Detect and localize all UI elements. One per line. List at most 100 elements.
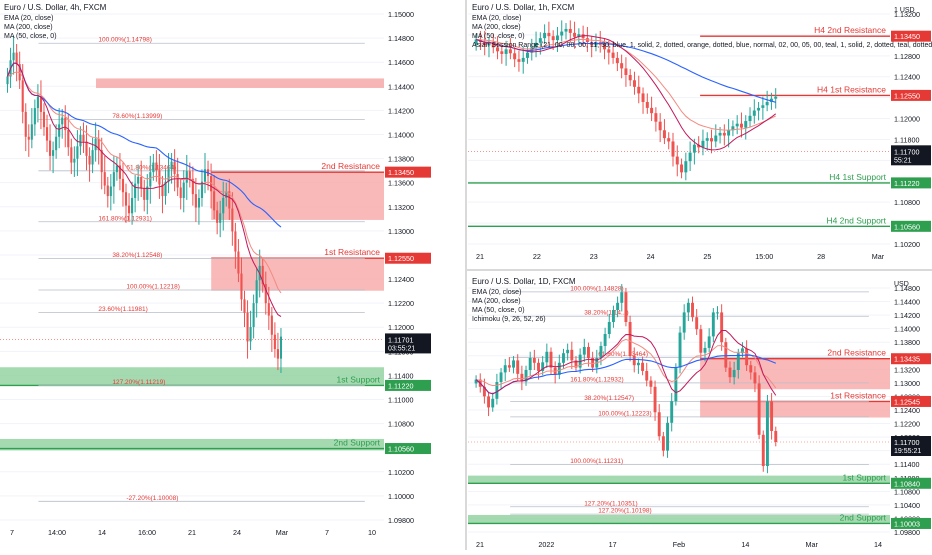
- candle-body: [741, 348, 744, 354]
- candle-body: [213, 191, 216, 211]
- candle-body: [769, 98, 773, 102]
- candle-body: [748, 115, 752, 122]
- candle-body: [577, 34, 581, 37]
- y-tick-label: 1.10200: [388, 468, 414, 477]
- candle-body: [112, 172, 115, 187]
- y-tick-label: 1.10400: [894, 501, 920, 510]
- candle-body: [152, 162, 155, 173]
- candle-body: [620, 292, 624, 303]
- candle-body: [537, 362, 540, 371]
- y-tick-label: 1.12000: [388, 323, 414, 332]
- candle-body: [667, 138, 671, 142]
- candle-body: [587, 346, 590, 358]
- candle-body: [222, 197, 225, 214]
- candle-body: [562, 353, 565, 363]
- candle-body: [632, 80, 636, 87]
- candle-body: [718, 132, 722, 136]
- candle-body: [146, 186, 149, 200]
- candle-body: [674, 367, 678, 402]
- candle-body: [124, 192, 128, 206]
- price-tag-bg: [891, 477, 931, 489]
- candle-body: [30, 124, 33, 140]
- y-tick-label: 1.13600: [388, 179, 414, 188]
- candle-body: [252, 303, 255, 328]
- candle-body: [106, 185, 109, 197]
- fib-label: 38.20%(1.14...): [584, 310, 628, 317]
- candle-body: [720, 312, 724, 343]
- candle-body: [143, 188, 146, 200]
- candle-body: [765, 101, 769, 106]
- candle-body: [736, 353, 740, 370]
- y-tick-label: 1.09800: [894, 528, 920, 537]
- candle-body: [761, 434, 765, 466]
- x-tick-label: 2022: [538, 540, 554, 549]
- x-tick-label: Mar: [872, 252, 885, 261]
- candle-body: [33, 108, 36, 125]
- indicator-label: MA (50, close, 0): [472, 33, 525, 40]
- candle-body: [45, 127, 49, 141]
- price-tag: 1.10840: [894, 479, 920, 488]
- x-tick-label: Mar: [276, 528, 289, 537]
- candle-body: [549, 351, 553, 368]
- candle-body: [670, 401, 674, 423]
- x-tick-label: 24: [647, 252, 655, 261]
- candle-body: [528, 358, 532, 370]
- candle-body: [607, 322, 611, 334]
- level-label: 1st Resistance: [324, 247, 380, 257]
- level-zone: [468, 475, 890, 484]
- panel-h4: 1.15000 1.14800 1.14600 1.14400 1.14200 1.140…: [0, 3, 431, 537]
- x-tick-label: 24: [233, 528, 241, 537]
- candle-body: [570, 349, 574, 361]
- candle-body: [279, 336, 283, 359]
- y-tick-label: 1.14200: [894, 311, 920, 320]
- level-label: 2nd Resistance: [827, 348, 886, 358]
- candle-body: [735, 123, 739, 127]
- candle-body: [210, 175, 213, 192]
- y-tick-label: 1.12200: [894, 420, 920, 429]
- candle-body: [566, 349, 570, 354]
- candle-body: [603, 334, 607, 346]
- candle-body: [573, 32, 577, 37]
- y-tick-label: 1.12200: [388, 299, 414, 308]
- candle-body: [632, 355, 636, 366]
- candle-body: [219, 213, 222, 223]
- x-tick-label: 14: [98, 528, 106, 537]
- candle-body: [18, 64, 21, 81]
- price-tag-bg: [891, 177, 931, 189]
- y-tick-label: 1.10800: [894, 198, 920, 207]
- candle-body: [508, 49, 512, 54]
- y-tick-label: 1.10800: [894, 487, 920, 496]
- indicator-label: EMA (20, close): [472, 15, 521, 22]
- x-tick-label: 7: [10, 528, 14, 537]
- candle-body: [127, 205, 131, 214]
- candle-body: [73, 158, 76, 163]
- candle-body: [637, 86, 641, 94]
- price-tag-bg: [385, 252, 431, 264]
- candle-body: [255, 280, 258, 304]
- candle-body: [714, 135, 718, 142]
- fib-label: 61.80%(1.13464): [126, 164, 176, 171]
- candle-body: [703, 347, 707, 353]
- candle-body: [524, 370, 528, 382]
- candle-body: [641, 362, 645, 371]
- candle-body: [474, 39, 478, 45]
- candle-body: [276, 349, 279, 359]
- price-tag: 1.10560: [894, 222, 920, 231]
- candle-body: [182, 182, 185, 198]
- candle-body: [603, 44, 607, 50]
- candle-body: [48, 140, 52, 156]
- candle-body: [115, 165, 118, 173]
- candle-body: [6, 76, 9, 85]
- indicator-label: MA (50, close, 0): [4, 33, 57, 40]
- fib-label: 100.00%(1.12218): [126, 283, 179, 290]
- candle-body: [516, 360, 520, 374]
- candle-body: [691, 302, 694, 318]
- candle-body: [701, 140, 705, 148]
- candle-body: [64, 117, 67, 131]
- level-zone: [468, 514, 890, 524]
- candle-body: [15, 52, 18, 65]
- price-tag: 1.13435: [894, 355, 920, 364]
- candle-body: [512, 360, 515, 368]
- candle-body: [36, 96, 39, 109]
- candle-body: [173, 161, 176, 175]
